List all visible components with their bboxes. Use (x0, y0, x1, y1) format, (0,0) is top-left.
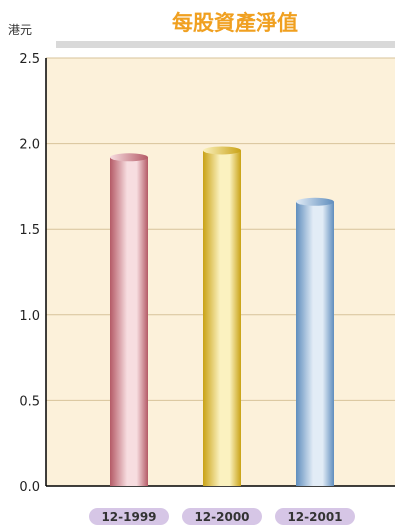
bar-12-1999 (110, 153, 148, 486)
y-axis-ticks: 0.0 0.5 1.0 1.5 2.0 2.5 (19, 52, 40, 495)
bars (110, 146, 334, 487)
category-pill (275, 508, 355, 525)
category-pill (89, 508, 169, 525)
bar-12-2000 (203, 146, 241, 486)
header-rule (56, 41, 395, 48)
y-tick-label: 0.5 (19, 394, 40, 409)
y-axis-unit-label: 港元 (8, 23, 32, 37)
y-tick-label: 1.5 (19, 223, 40, 238)
chart-title: 每股資產淨值 (172, 11, 298, 35)
bar-body (296, 201, 334, 487)
bar-cap (110, 153, 148, 162)
category-label: 12-2000 (194, 510, 249, 524)
bar-12-2001 (296, 197, 334, 487)
y-tick-label: 1.0 (19, 309, 40, 324)
y-tick-label: 2.0 (19, 138, 40, 153)
y-tick-label: 0.0 (19, 480, 40, 495)
x-axis-categories: 12-1999 12-2000 12-2001 (89, 508, 355, 525)
bar-cap (296, 197, 334, 206)
category-label: 12-1999 (101, 510, 156, 524)
category-pill (182, 508, 262, 525)
bar-body (110, 157, 148, 486)
bar-cap (203, 146, 241, 155)
category-label: 12-2001 (287, 510, 342, 524)
y-tick-label: 2.5 (19, 52, 40, 67)
bar-body (203, 150, 241, 486)
